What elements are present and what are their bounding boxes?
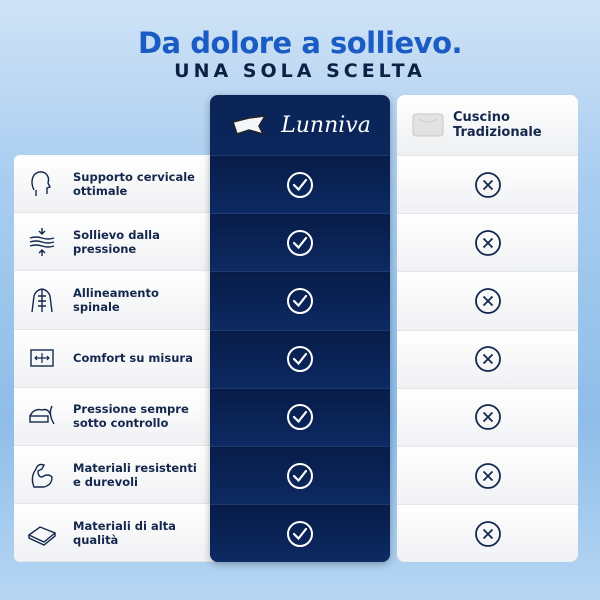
x-circle-icon <box>474 346 501 373</box>
check-circle-icon <box>287 404 313 431</box>
traditional-name-line1: Cuscino <box>453 110 510 125</box>
brand-row <box>210 271 390 330</box>
muscle-arm-icon <box>20 459 64 491</box>
x-circle-icon <box>474 462 501 489</box>
check-circle-icon <box>287 229 313 256</box>
spine-icon <box>20 284 64 316</box>
traditional-row <box>397 213 578 272</box>
brand-header: Lunniva <box>210 95 390 155</box>
resize-arrows-icon <box>20 342 64 374</box>
x-circle-icon <box>474 404 501 431</box>
traditional-row <box>397 387 578 446</box>
layers-pressure-icon <box>20 226 64 258</box>
x-circle-icon <box>474 288 501 314</box>
feature-label-line1: Sollievo dalla <box>73 227 160 242</box>
feature-list: Supporto cervicale ottimale Sollievo dalla… <box>14 155 214 562</box>
feature-row: Comfort su misura <box>14 329 214 388</box>
brand-row <box>210 387 390 446</box>
feature-label-line1: Allineamento <box>73 285 159 300</box>
feature-label-line2: ottimale <box>73 183 128 198</box>
brand-logo: Lunniva <box>281 112 371 138</box>
check-circle-icon <box>287 346 313 373</box>
feature-row: Materiali resistenti e durevoli <box>14 445 214 505</box>
feature-row: Supporto cervicale ottimale <box>14 155 214 214</box>
traditional-header: Cuscino Tradizionale <box>397 95 578 155</box>
brand-row <box>210 504 390 562</box>
traditional-row <box>397 504 578 562</box>
feature-label-line2: qualità <box>73 532 119 547</box>
page-subtitle: UNA SOLA SCELTA <box>174 60 426 82</box>
feature-label-line1: Comfort su misura <box>73 351 193 366</box>
traditional-row <box>397 155 578 214</box>
feature-label-line1: Materiali resistenti <box>73 460 197 475</box>
pillow-icon <box>412 113 444 137</box>
feature-row: Pressione sempre sotto controllo <box>14 387 214 446</box>
feature-label-line2: pressione <box>73 241 137 256</box>
feature-label-line1: Pressione sempre <box>73 402 189 417</box>
page-title: Da dolore a sollievo. <box>137 26 463 60</box>
feature-row: Sollievo dalla pressione <box>14 213 214 272</box>
feature-label-line2: e durevoli <box>73 474 138 489</box>
brand-row <box>210 213 390 272</box>
memory-foam-icon <box>20 517 64 549</box>
check-circle-icon <box>287 520 313 547</box>
star-pillow-icon <box>232 115 267 136</box>
pressure-gauge-icon <box>20 400 64 432</box>
feature-label-line1: Materiali di alta <box>73 518 176 533</box>
traditional-row <box>397 329 578 388</box>
brand-row <box>210 329 390 388</box>
feature-row: Allineamento spinale <box>14 271 214 330</box>
brand-column: Lunniva <box>210 95 390 562</box>
check-circle-icon <box>287 287 313 314</box>
feature-label-line1: Supporto cervicale <box>73 169 195 184</box>
brand-row <box>210 445 390 505</box>
brand-row <box>210 155 390 214</box>
check-circle-icon <box>287 462 313 489</box>
feature-row: Materiali di alta qualità <box>14 504 214 562</box>
feature-label-line2: sotto controllo <box>73 416 169 431</box>
x-circle-icon <box>474 171 501 198</box>
traditional-column: Cuscino Tradizionale <box>397 95 578 562</box>
feature-label-line2: spinale <box>73 299 120 314</box>
traditional-row <box>397 271 578 330</box>
check-circle-icon <box>287 171 313 198</box>
traditional-name-line2: Tradizionale <box>453 125 542 140</box>
traditional-row <box>397 445 578 505</box>
x-circle-icon <box>474 520 501 547</box>
head-neck-icon <box>20 168 64 200</box>
x-circle-icon <box>474 229 501 256</box>
